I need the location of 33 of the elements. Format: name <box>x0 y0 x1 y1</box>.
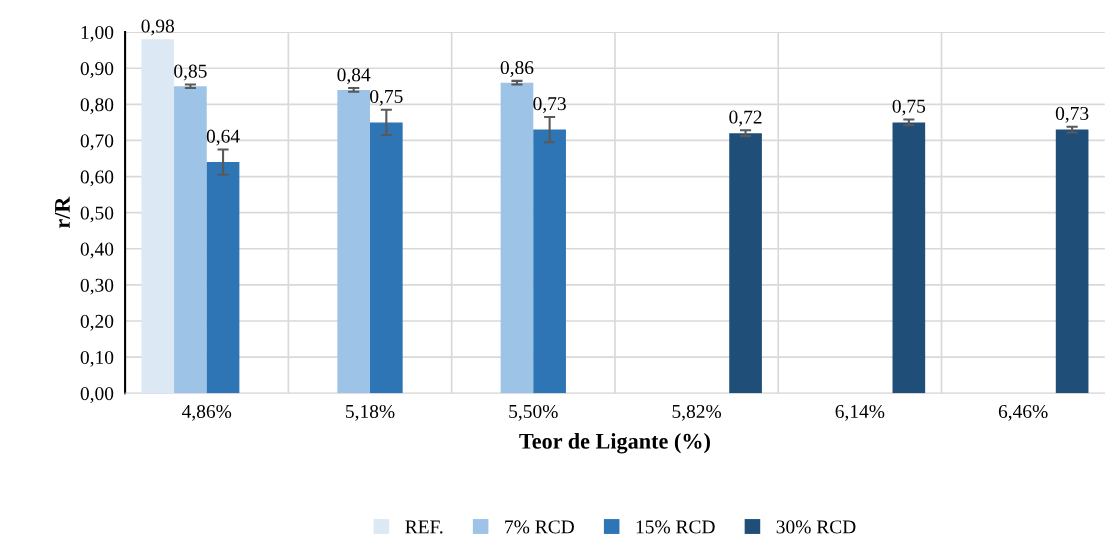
data-label: 0,85 <box>174 64 207 81</box>
y-tick-label: 0,80 <box>80 98 114 115</box>
data-label: 0,72 <box>729 110 762 127</box>
data-label: 0,75 <box>892 99 926 116</box>
x-tick-label: 6,14% <box>835 404 885 421</box>
y-tick-label: 1,00 <box>81 25 114 42</box>
x-tick-label: 6,46% <box>998 404 1048 421</box>
data-label: 0,84 <box>337 68 371 85</box>
x-axis-title: Teor de Ligante (%) <box>519 433 710 454</box>
legend-label: 30% RCD <box>776 520 856 534</box>
y-tick-label: 0,60 <box>80 170 114 187</box>
y-tick-label: 0,90 <box>80 62 114 78</box>
y-tick-label: 0,00 <box>80 387 114 403</box>
x-tick-label: 5,50% <box>509 404 558 421</box>
y-tick-label: 0,40 <box>80 242 114 259</box>
legend-label: REF. <box>405 520 443 534</box>
x-tick-label: 5,18% <box>346 404 395 421</box>
y-tick-label: 0,70 <box>80 134 114 151</box>
legend-label: 15% RCD <box>636 520 715 534</box>
y-axis-title: r/R <box>55 196 70 229</box>
y-tick-label: 0,50 <box>80 206 114 223</box>
x-tick-label: 4,86% <box>182 404 232 421</box>
y-tick-label: 0,20 <box>80 314 114 331</box>
data-label: 0,98 <box>141 19 175 36</box>
y-tick-label: 0,10 <box>80 350 114 367</box>
data-label: 0,86 <box>500 61 534 77</box>
legend-label: 7% RCD <box>505 520 574 534</box>
data-label: 0,73 <box>533 97 566 114</box>
data-label: 0,75 <box>370 89 403 106</box>
data-label: 0,73 <box>1055 106 1089 123</box>
y-tick-label: 0,30 <box>80 278 114 295</box>
x-tick-label: 5,82% <box>672 404 722 421</box>
data-label: 0,64 <box>206 129 240 146</box>
